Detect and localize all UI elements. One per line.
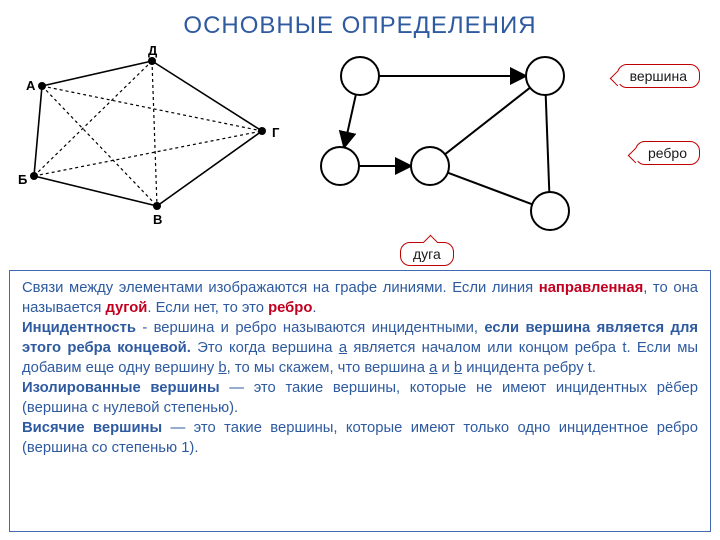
page-title: ОСНОВНЫЕ ОПРЕДЕЛЕНИЯ [0,0,720,40]
diagram-row: А Д Г В Б вершина ребро дуга [0,40,720,272]
p2-bold: Инцидентность [22,320,136,336]
svg-text:В: В [153,212,162,227]
svg-text:Б: Б [18,172,27,187]
p2-e: и [437,360,454,376]
callout-arc: дуга [400,242,454,266]
callout-edge: ребро [635,141,700,165]
left-graph: А Д Г В Б [12,46,282,246]
definitions-textbox: Связи между элементами изображаются на г… [9,270,711,532]
p1-a: Связи между элементами изображаются на г… [22,280,539,296]
p2-u4: b [454,360,462,376]
p1-red3: ребро [268,300,312,316]
p1-d: . [312,300,316,316]
p2-f: инцидента ребру t. [462,360,596,376]
p2-d: , то мы скажем, что вершина [227,360,430,376]
left-graph-svg: А Д Г В Б [12,46,282,246]
p3-bold: Изолированные вершины [22,380,220,396]
p2-a: - вершина и ребро называются инцидентным… [136,320,484,336]
p2-b: Это когда вершина [191,340,339,356]
p2-u2: b [218,360,226,376]
svg-text:А: А [26,78,36,93]
callout-vertex: вершина [617,64,700,88]
svg-text:Г: Г [272,125,280,140]
p1-red1: направленная [539,280,643,296]
p4-bold: Висячие вершины [22,420,162,436]
right-graph: вершина ребро дуга [300,46,708,266]
p1-red2: дугой [105,300,147,316]
p2-u1: a [339,340,347,356]
svg-text:Д: Д [148,46,158,58]
p1-c: . Если нет, то это [147,300,268,316]
